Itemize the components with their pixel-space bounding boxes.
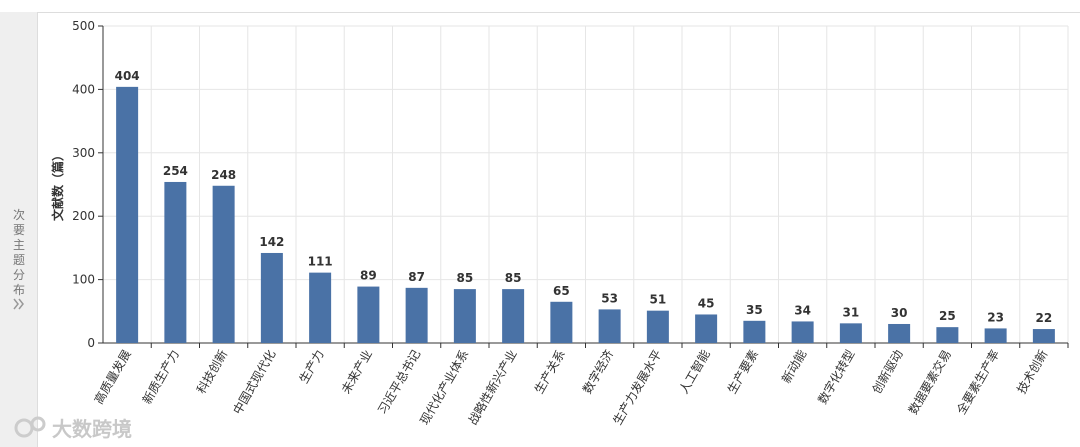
top-border [0,12,1080,13]
x-tick-label: 技术创新 [1013,347,1050,396]
x-tick-label: 中国式现代化 [229,347,278,417]
bar [888,323,911,343]
x-tick-label: 创新驱动 [869,347,906,396]
bar [936,327,959,343]
x-tick-label: 数据要素交易 [905,347,954,417]
bar [984,328,1007,343]
chevron-icon [13,298,24,310]
x-tick-label: 高质量发展 [91,347,134,406]
bar [164,181,187,343]
value-label: 65 [553,284,570,298]
bar [357,286,380,343]
bar [309,272,332,343]
value-label: 22 [1036,311,1053,325]
value-label: 85 [505,271,522,285]
value-label: 254 [163,164,188,178]
x-tick-label: 人工智能 [676,347,713,396]
y-tick-label: 100 [72,273,95,287]
bar [839,323,862,343]
value-label: 404 [115,69,140,83]
x-tick-label: 习近平总书记 [375,348,423,417]
x-tick-label: 全要素生产率 [953,347,1002,417]
value-label: 45 [698,296,715,310]
value-label: 51 [650,293,667,307]
sidebar-toggle[interactable]: 次要主题分布 [0,12,38,447]
x-tick-label: 生产力 [297,348,327,386]
x-tick-label: 新质生产力 [139,347,182,406]
y-tick-label: 0 [87,336,95,350]
value-label: 53 [601,291,618,305]
x-tick-label: 科技创新 [193,347,230,396]
bar [743,320,766,343]
value-label: 31 [843,305,860,319]
value-label: 248 [211,168,236,182]
value-label: 85 [457,271,474,285]
x-tick-label: 数字化转型 [814,347,857,406]
value-label: 142 [259,235,284,249]
bar [405,287,428,343]
bar [550,301,573,343]
value-label: 34 [794,303,811,317]
watermark: 大数跨境 [52,417,132,441]
value-label: 87 [408,270,425,284]
bar [116,86,139,343]
bar [260,252,283,343]
bar [695,314,718,343]
value-label: 89 [360,269,377,283]
y-tick-label: 500 [72,19,95,33]
value-label: 30 [891,306,908,320]
value-label: 111 [308,255,333,269]
y-tick-label: 400 [72,82,95,96]
value-label: 23 [987,310,1004,324]
bar [1032,329,1055,343]
y-tick-label: 200 [72,209,95,223]
x-tick-label: 数字经济 [579,347,616,396]
x-tick-label: 未来产业 [339,348,375,397]
x-tick-label: 战略性新兴产业 [465,347,520,427]
bar [212,185,235,343]
value-label: 35 [746,303,763,317]
bar [791,321,814,343]
x-tick-label: 生产力发展水平 [609,347,664,427]
x-tick-label: 现代化产业体系 [417,348,471,428]
sidebar-label: 次要主题分布 [12,208,25,297]
y-axis-label: 文献数（篇） [50,149,65,221]
x-tick-label: 生产关系 [532,348,568,397]
bar [502,289,525,343]
value-label: 25 [939,309,956,323]
y-tick-label: 300 [72,146,95,160]
x-tick-label: 新动能 [778,347,809,386]
bar [598,309,621,343]
x-tick-label: 生产要素 [725,348,761,397]
bar [646,310,669,343]
bar [453,289,476,343]
